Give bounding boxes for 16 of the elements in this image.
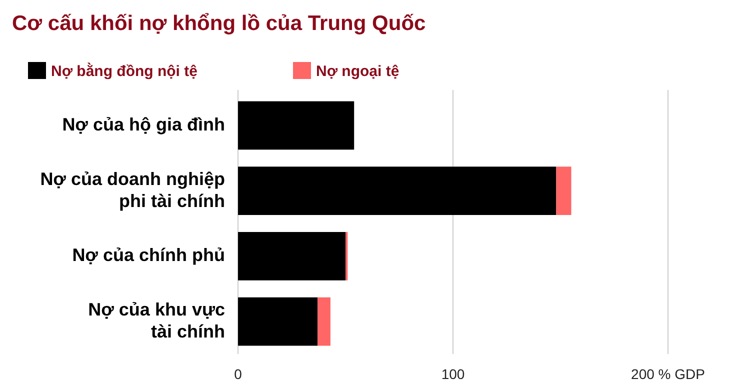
y-tick-label: Nợ của hộ gia đình [62, 114, 225, 134]
bar [238, 297, 318, 346]
x-tick-label: 200 % GDP [631, 366, 705, 382]
y-tick-label: Nợ của chính phủ [72, 244, 225, 265]
y-tick-label: Nợ của khu vực tài chính [88, 299, 225, 342]
legend-label: Nợ ngoại tệ [316, 63, 400, 80]
legend-label: Nợ bằng đồng nội tệ [51, 62, 198, 80]
y-tick-label: Nợ của doanh nghiệp phi tài chính [40, 168, 225, 211]
bar [238, 232, 346, 280]
x-tick-label: 100 [441, 366, 465, 382]
x-tick-label: 0 [234, 366, 242, 382]
bar [318, 297, 330, 346]
bar [238, 101, 354, 150]
bar [556, 166, 572, 216]
chart-title: Cơ cấu khối nợ khổng lồ của Trung Quốc [12, 12, 426, 35]
bar [238, 166, 556, 216]
